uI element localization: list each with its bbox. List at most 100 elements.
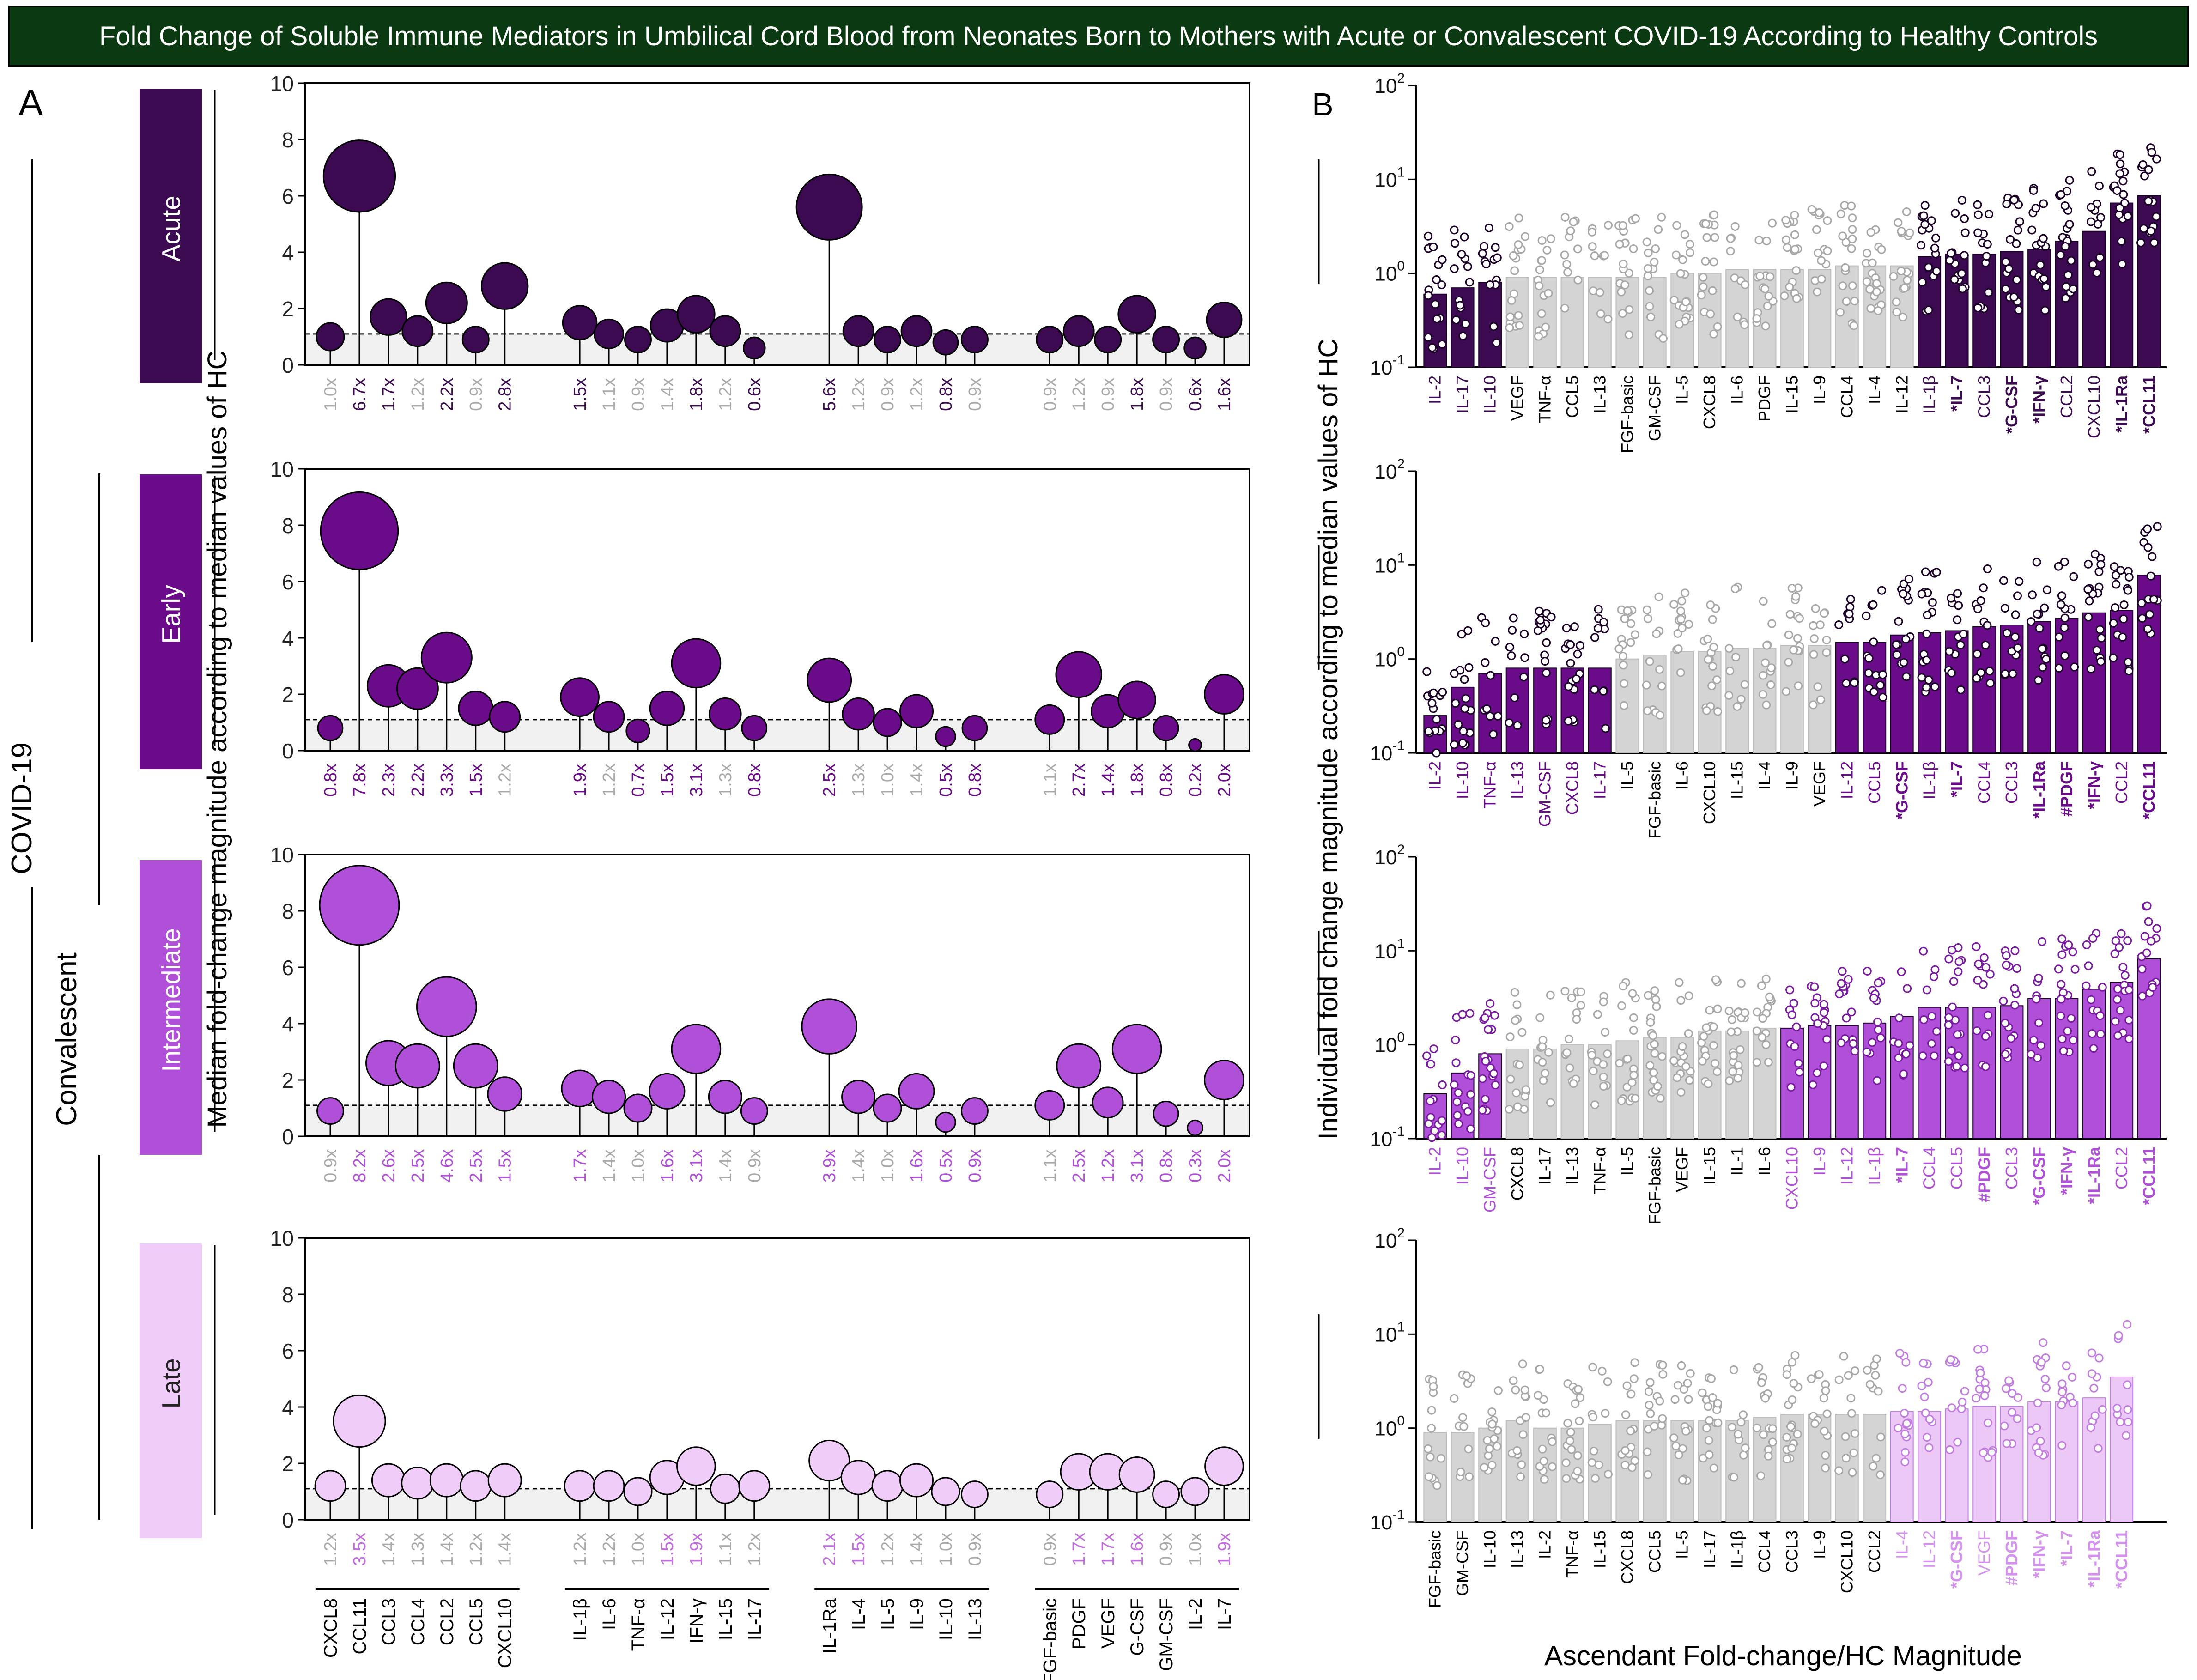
data-point: [1505, 718, 1514, 728]
data-point: [1900, 1408, 1909, 1418]
data-point: [1789, 999, 1798, 1008]
data-point: [1846, 594, 1855, 604]
data-point: [1509, 1376, 1518, 1385]
data-point: [1478, 1074, 1487, 1083]
bar-label-*IL-1Ra: *IL-1Ra: [2084, 1146, 2103, 1204]
data-point: [1645, 302, 1654, 311]
data-point: [1560, 987, 1570, 996]
bar-label-IL-13: IL-13: [1508, 761, 1527, 799]
lollipop-head-CXCL10: [481, 262, 529, 310]
data-point: [1451, 699, 1460, 708]
data-point: [2038, 663, 2047, 672]
data-point: [1866, 304, 1875, 313]
bar-label-*IFN-γ: *IFN-γ: [2084, 761, 2103, 809]
data-point: [1760, 1394, 1770, 1403]
data-point: [2117, 929, 2126, 938]
data-point: [1979, 583, 1988, 593]
data-point: [1482, 704, 1492, 713]
y-tick-exponent: -1: [1392, 1507, 1405, 1522]
category-label-IL-5: IL-5: [878, 1598, 898, 1630]
data-point: [1569, 218, 1578, 227]
data-point: [1629, 1374, 1639, 1383]
data-point: [1707, 681, 1717, 691]
data-point: [1924, 305, 1933, 315]
data-point: [1767, 663, 1776, 673]
data-point: [1951, 209, 1960, 218]
data-point: [1461, 694, 1470, 703]
data-point: [1510, 693, 1519, 703]
lollipop-head-IL-7: [1204, 1060, 1244, 1100]
data-point: [1809, 650, 1818, 659]
lollipop-head-CXCL10: [489, 701, 521, 733]
data-point: [1631, 630, 1640, 639]
data-point: [2013, 643, 2022, 653]
bar-label-CCL5: CCL5: [1563, 376, 1582, 418]
data-point: [1876, 1432, 1885, 1442]
category-label-G-CSF: G-CSF: [1127, 1598, 1147, 1656]
data-point: [1850, 678, 1859, 687]
data-point: [1918, 1051, 1927, 1061]
lollipop-head-GM-CSF: [1152, 1480, 1180, 1509]
value-label: 1.2x: [600, 764, 619, 797]
data-point: [2116, 1006, 2125, 1015]
data-point: [1864, 654, 1874, 663]
data-point: [1424, 1119, 1433, 1128]
data-point: [2070, 662, 2079, 672]
data-point: [2054, 664, 2063, 673]
data-point: [1618, 309, 1627, 318]
lollipop-head-PDGF: [1056, 1043, 1102, 1089]
data-point: [1589, 1446, 1598, 1456]
data-point: [2124, 586, 2133, 595]
data-point: [1727, 1015, 1736, 1024]
data-point: [2033, 609, 2042, 619]
data-point: [2140, 932, 2149, 941]
data-point: [1790, 230, 1799, 239]
y-tick-label: 6: [282, 570, 294, 594]
data-point: [1944, 1057, 1953, 1066]
data-point: [2152, 154, 2161, 164]
data-point: [2152, 924, 2161, 933]
data-point: [1538, 1444, 1547, 1454]
y-tick-label: 101: [1374, 164, 1405, 191]
lollipop-head-CCL3: [370, 298, 407, 336]
data-point: [2015, 217, 2024, 226]
data-point: [1599, 1082, 1608, 1091]
data-point: [1521, 232, 1530, 241]
bar-label-CXCL8: CXCL8: [1508, 1147, 1527, 1201]
data-point: [1920, 201, 1930, 210]
data-point: [1548, 1437, 1557, 1446]
data-point: [2011, 610, 2020, 619]
data-point: [1491, 243, 1500, 252]
value-label: 1.3x: [716, 764, 735, 797]
bar-label-IL-6: IL-6: [1755, 1147, 1774, 1176]
data-point: [1576, 987, 1585, 996]
data-point: [1809, 700, 1818, 710]
data-point: [1562, 260, 1572, 269]
data-point: [1930, 1051, 1939, 1061]
lollipop-head-IL-1Ra: [807, 657, 852, 703]
bar-*CCL11: [2137, 195, 2161, 368]
bar-label-CCL4: CCL4: [1755, 1530, 1774, 1573]
data-point: [1517, 1460, 1526, 1469]
y-tick-exponent: -1: [1392, 352, 1405, 368]
data-point: [1979, 953, 1989, 962]
y-tick-label: 4: [282, 626, 294, 650]
data-point: [1813, 1019, 1822, 1028]
category-label-IL-7: IL-7: [1214, 1598, 1235, 1630]
data-point: [1651, 995, 1660, 1004]
data-point: [2032, 995, 2041, 1004]
y-tick-label: 10: [270, 843, 294, 867]
data-point: [2148, 983, 2157, 992]
data-point: [2113, 1031, 2123, 1040]
value-label: 1.2x: [496, 764, 515, 797]
bar-label-GM-CSF: GM-CSF: [1535, 761, 1554, 827]
data-point: [2002, 951, 2011, 960]
data-point: [1485, 280, 1494, 289]
bar-label-#PDGF: #PDGF: [1975, 1147, 1994, 1202]
data-point: [2060, 201, 2070, 210]
value-label: 1.2x: [1098, 1149, 1118, 1183]
bar-label-FGF-basic: FGF-basic: [1618, 376, 1637, 453]
lollipop-head-IL-2: [1187, 1119, 1203, 1136]
data-point: [1904, 575, 1913, 584]
data-point: [1429, 1044, 1438, 1054]
